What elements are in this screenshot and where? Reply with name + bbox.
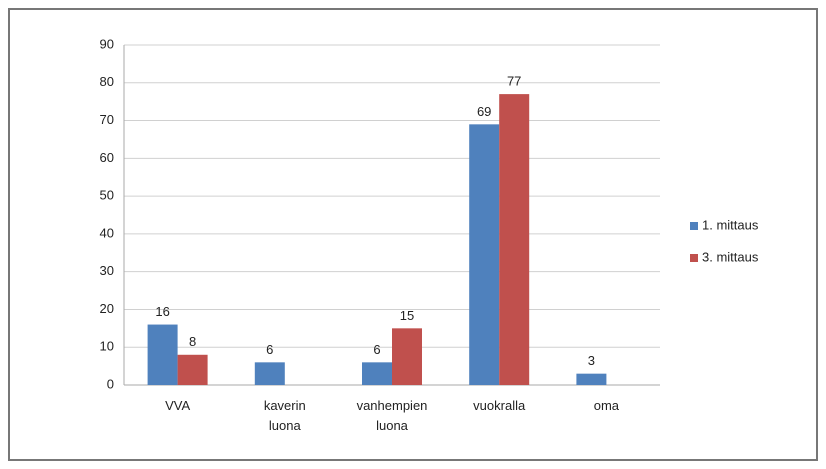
- x-tick-label: kaverin luona: [264, 398, 306, 433]
- y-tick-label: 90: [100, 36, 114, 51]
- bar: [576, 373, 607, 385]
- data-label: 77: [507, 74, 521, 89]
- data-label: 15: [400, 308, 414, 323]
- y-tick-label: 40: [100, 225, 114, 240]
- legend-swatch: [690, 222, 698, 230]
- y-tick-label: 50: [100, 188, 114, 203]
- x-tick-label: vanhempien luona: [357, 398, 428, 433]
- x-tick-label: VVA: [165, 398, 190, 413]
- bar: [177, 354, 208, 385]
- y-tick-label: 60: [100, 150, 114, 165]
- y-tick-label: 0: [107, 376, 114, 391]
- legend-swatch: [690, 254, 698, 262]
- y-tick-label: 70: [100, 112, 114, 127]
- data-label: 6: [266, 342, 273, 357]
- data-label: 6: [373, 342, 380, 357]
- y-tick-label: 20: [100, 301, 114, 316]
- bar: [469, 124, 500, 385]
- y-tick-label: 10: [100, 339, 114, 354]
- bar: [254, 362, 285, 385]
- chart-frame: [8, 8, 818, 461]
- data-label: 69: [477, 104, 491, 119]
- y-tick-label: 80: [100, 74, 114, 89]
- x-tick-label: oma: [594, 398, 620, 413]
- data-label: 16: [155, 304, 169, 319]
- bar: [362, 362, 392, 385]
- legend-label: 1. mittaus: [702, 217, 759, 232]
- legend-label: 3. mittaus: [702, 249, 759, 264]
- bar: [392, 328, 422, 385]
- bar: [147, 324, 178, 385]
- data-label: 3: [588, 353, 595, 368]
- y-tick-label: 30: [100, 263, 114, 278]
- data-label: 8: [189, 334, 196, 349]
- x-tick-label: vuokralla: [473, 398, 526, 413]
- bar: [499, 94, 530, 385]
